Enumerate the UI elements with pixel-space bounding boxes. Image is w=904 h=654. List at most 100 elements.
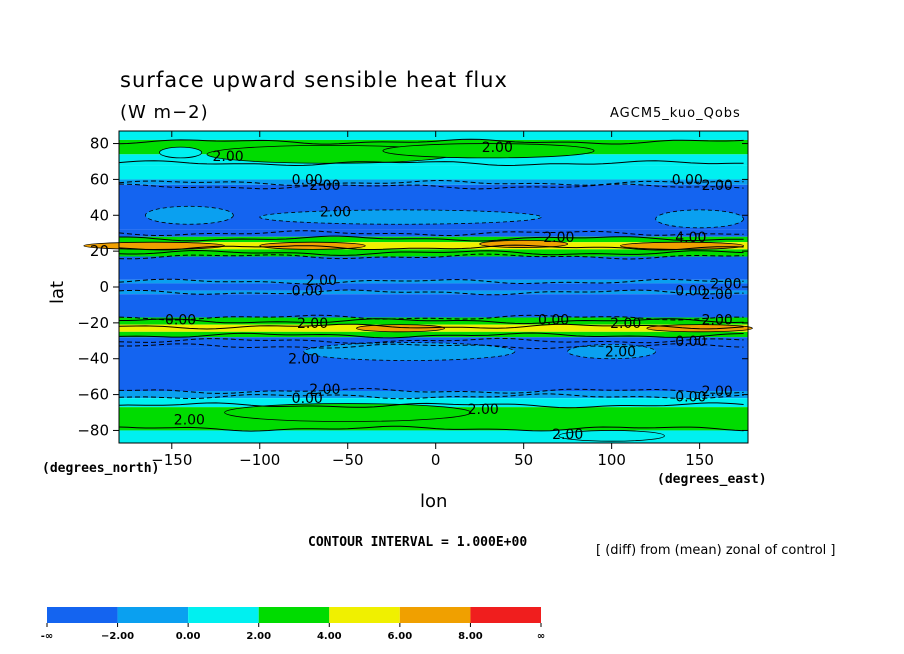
colorbar-swatch: [188, 607, 259, 623]
model-name: AGCM5_kuo_Qobs: [610, 106, 741, 121]
shaded-patch: [655, 209, 745, 229]
contour-label: 0.00: [672, 172, 703, 188]
y-tick-label: 0: [99, 278, 109, 296]
y-tick-label: −80: [77, 421, 109, 439]
dashed-contour: [118, 393, 744, 400]
dashed-contour: [118, 278, 744, 285]
contour-label: 2.00: [309, 382, 340, 398]
x-tick-label: 50: [514, 451, 533, 469]
colorbar-swatch: [47, 607, 118, 623]
colorbar-label: −2.00: [101, 631, 134, 642]
dashed-contour: [118, 314, 744, 321]
contour-label: 2.00: [174, 413, 205, 429]
colorbar: -∞ −2.00 0.00 2.00 4.00 6.00 8.00 ∞: [41, 607, 545, 642]
contour-label: 0.00: [292, 284, 323, 300]
dashed-contour: [118, 183, 744, 190]
shaded-band: [119, 398, 748, 408]
shaded-band: [119, 154, 748, 166]
y-axis: 80 60 40 20 0 −20 −40 −60 −80: [77, 135, 748, 439]
contour-label: 4.00: [675, 230, 706, 246]
solid-contour: [119, 235, 744, 242]
shaded-band: [119, 165, 748, 180]
contour-label: 2.00: [543, 230, 574, 246]
shaded-band: [119, 283, 748, 291]
contour-label: 0.00: [538, 312, 569, 328]
shaded-patch: [144, 205, 234, 225]
contour-label: 2.00: [702, 287, 733, 303]
shaded-band: [119, 242, 748, 250]
solid-contour: [118, 425, 744, 432]
x-tick-label: 150: [685, 451, 714, 469]
chart-units: (W m−2): [120, 102, 209, 123]
contour-label: 2.00: [710, 276, 741, 292]
contour-label: 2.00: [468, 402, 499, 418]
colorbar-swatch: [117, 607, 189, 623]
shaded-bands: [119, 131, 748, 443]
shaded-band: [119, 131, 748, 140]
dashed-contour: [119, 387, 744, 394]
contour-lines: [118, 138, 744, 432]
contour-label: 0.00: [675, 389, 706, 405]
contour-label: 2.00: [552, 427, 583, 443]
colorbar-swatch: [399, 607, 471, 623]
shaded-band: [119, 179, 748, 185]
y-tick-label: 40: [90, 206, 109, 224]
colorbar-swatch: [470, 607, 541, 623]
shaded-band: [119, 229, 748, 237]
shaded-band: [119, 331, 748, 338]
contour-label: 2.00: [212, 149, 243, 165]
contour-label: 2.00: [702, 178, 733, 194]
shaded-patch: [558, 430, 665, 442]
y-tick-label: 20: [90, 242, 109, 260]
contour-label: 0.00: [292, 172, 323, 188]
solid-contour: [118, 160, 744, 167]
y-tick-label: −60: [77, 386, 109, 404]
x-tick-label: −50: [332, 451, 364, 469]
contour-labels: 2.002.000.002.00 0.002.002.002.00 4.002.00…: [165, 140, 742, 443]
contour-label: 2.00: [482, 140, 513, 156]
y-axis-title: lat: [47, 280, 69, 305]
x-tick-label: −100: [239, 451, 280, 469]
contour-label: 2.00: [297, 316, 328, 332]
dashed-contour: [118, 179, 744, 186]
diff-note: [ (diff) from (mean) zonal of control ]: [596, 543, 836, 558]
colorbar-swatch: [329, 607, 400, 623]
shaded-patch: [646, 324, 753, 333]
shaded-band: [119, 256, 748, 280]
shaded-band: [119, 391, 748, 399]
dashed-contour: [118, 230, 744, 236]
contour-interval: CONTOUR INTERVAL = 1.000E+00: [308, 535, 528, 550]
contour-label: 2.00: [306, 273, 337, 289]
contour-label: 2.00: [288, 352, 319, 368]
x-tick-label: 0: [431, 451, 441, 469]
colorbar-label: ∞: [537, 631, 545, 642]
shaded-band: [119, 294, 748, 318]
contour-label: 0.00: [675, 284, 706, 300]
colorbar-label: 2.00: [246, 631, 271, 642]
colorbar-label: 0.00: [176, 631, 201, 642]
solid-contour: [118, 323, 744, 330]
solid-contour: [119, 318, 744, 325]
y-tick-label: 60: [90, 170, 109, 188]
solid-contour: [118, 138, 744, 145]
colorbar-label: -∞: [41, 631, 53, 642]
dashed-contour: [118, 253, 744, 260]
contour-label: 0.00: [675, 334, 706, 350]
shaded-patch: [303, 342, 516, 361]
x-axis-title: lon: [420, 491, 448, 512]
chart-title: surface upward sensible heat flux: [120, 68, 508, 92]
x-tick-label: −150: [151, 451, 192, 469]
shaded-band: [119, 249, 748, 257]
shaded-patch: [567, 343, 657, 360]
dashed-contour: [118, 289, 744, 296]
x-axis: −150 −100 −50 0 50 100 150: [151, 131, 714, 469]
y-tick-label: −40: [77, 350, 109, 368]
colorbar-swatch: [258, 607, 330, 623]
shaded-patch: [159, 146, 203, 159]
x-axis-units: (degrees_east): [657, 472, 767, 487]
shaded-patch: [356, 324, 445, 333]
dashed-contour: [118, 337, 744, 344]
colorbar-label: 8.00: [458, 631, 483, 642]
colorbar-label: 4.00: [317, 631, 342, 642]
